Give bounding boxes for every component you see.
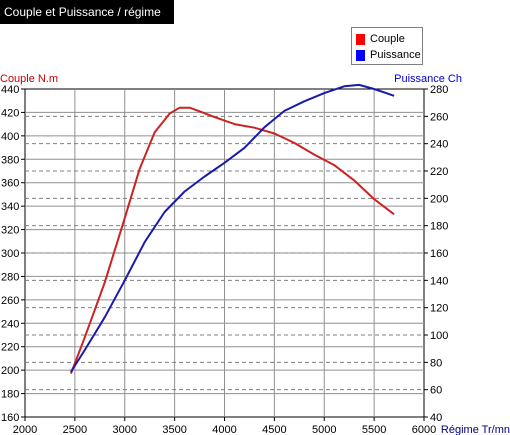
legend-label-couple: Couple [370,33,405,45]
y-left-tick-label: 240 [1,318,19,330]
y-left-tick-label: 180 [1,389,19,401]
y-right-tick-label: 140 [430,275,448,287]
y-left-tick-label: 440 [1,84,19,96]
x-axis-label: Régime Tr/mn [441,424,510,435]
y-right-tick-label: 40 [430,412,442,424]
x-tick-label: 3500 [162,424,186,435]
y-right-tick-label: 120 [430,303,448,315]
y-left-tick-label: 320 [1,225,19,237]
y-left-tick-label: 420 [1,107,19,119]
series-line-puissance [70,83,395,373]
x-tick-label: 4500 [262,424,286,435]
y-left-axis-label: Couple N.m [0,73,58,85]
y-right-tick-label: 260 [430,111,448,123]
x-tick-label: 3000 [113,424,137,435]
x-tick-label: 5500 [362,424,386,435]
legend: Couple Puissance [351,27,423,65]
y-left-tick-label: 260 [1,295,19,307]
y-right-tick-label: 160 [430,248,448,260]
chart-title: Couple et Puissance / régime [0,0,174,24]
ticks: 2000 2500 3000 3500 4000 4500 5000 5500 6000 160 1… [1,84,448,435]
y-left-tick-label: 400 [1,131,19,143]
y-right-tick-label: 100 [430,330,448,342]
series [69,83,395,375]
y-right-tick-label: 240 [430,139,448,151]
x-tick-label: 2000 [13,424,37,435]
legend-swatch-puissance [356,49,365,61]
y-left-tick-label: 200 [1,365,19,377]
y-left-tick-label: 220 [1,342,19,354]
y-left-tick-label: 360 [1,178,19,190]
y-left-tick-label: 380 [1,154,19,166]
legend-item-couple: Couple [356,32,405,46]
y-right-axis-label: Puissance Ch [394,73,462,85]
legend-item-puissance: Puissance [356,48,421,62]
y-right-tick-label: 80 [430,357,442,369]
y-left-tick-label: 300 [1,248,19,260]
y-right-tick-label: 200 [430,193,448,205]
x-tick-label: 4000 [212,424,236,435]
x-tick-label: 2500 [63,424,87,435]
series-line-couple [69,106,395,375]
y-right-tick-label: 60 [430,385,442,397]
legend-label-puissance: Puissance [370,49,421,61]
y-left-tick-label: 160 [1,412,19,424]
y-right-tick-label: 280 [430,84,448,96]
y-left-tick-label: 340 [1,201,19,213]
y-right-tick-label: 220 [430,166,448,178]
x-tick-label: 5000 [312,424,336,435]
y-left-tick-label: 280 [1,271,19,283]
y-right-tick-label: 180 [430,221,448,233]
x-tick-label: 6000 [412,424,436,435]
legend-swatch-couple [356,33,365,45]
